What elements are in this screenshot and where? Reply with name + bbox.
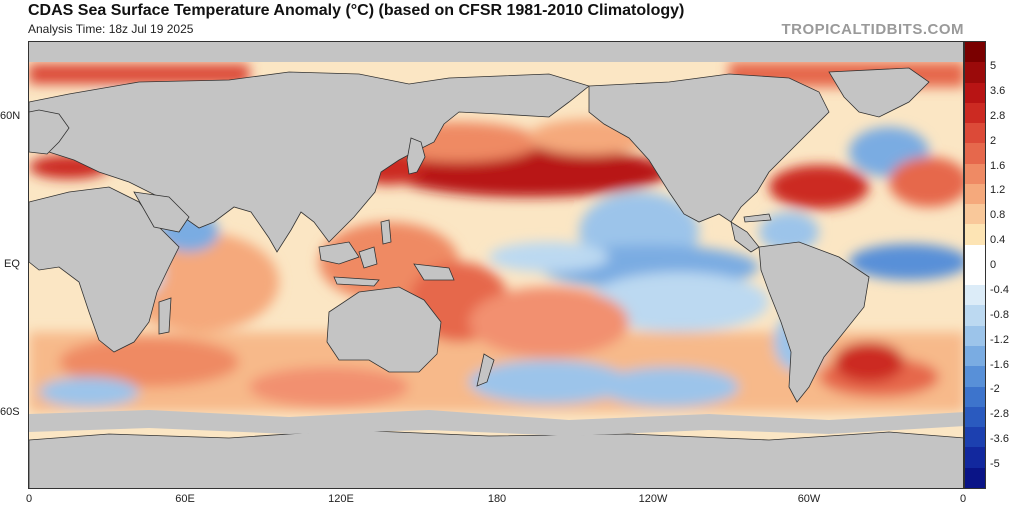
colorbar-swatch — [965, 427, 985, 448]
colorbar-swatch — [965, 183, 985, 205]
lon-label-120w: 120W — [638, 493, 668, 505]
watermark: TROPICALTIDBITS.COM — [781, 21, 964, 38]
colorbar-tick-label: -0.8 — [990, 308, 1009, 321]
colorbar-swatch — [965, 386, 985, 407]
colorbar-swatch — [965, 224, 985, 245]
colorbar-swatch — [965, 264, 985, 286]
colorbar-tick-label: -2 — [990, 383, 1000, 396]
colorbar-swatch — [965, 366, 985, 387]
colorbar-tick-label: -3.6 — [990, 433, 1009, 446]
colorbar-tick-label: 3.6 — [990, 84, 1006, 97]
lon-label-180: 180 — [487, 493, 507, 505]
map-title: CDAS Sea Surface Temperature Anomaly (°C… — [28, 2, 685, 19]
colorbar-swatch — [965, 305, 985, 326]
colorbar-swatch — [965, 143, 985, 164]
colorbar-swatch — [965, 345, 985, 367]
colorbar-swatch — [965, 244, 985, 265]
lat-label-60n: 60N — [0, 110, 21, 122]
colorbar-tick-label: -2.8 — [990, 408, 1009, 421]
colorbar-tick-label: 1.2 — [990, 184, 1006, 197]
colorbar-swatch — [965, 285, 985, 306]
lon-label-120e: 120E — [328, 493, 354, 505]
colorbar-tick-label: -0.4 — [990, 283, 1009, 296]
colorbar-swatch — [965, 204, 985, 225]
colorbar — [964, 41, 986, 489]
lon-label-60w: 60W — [797, 493, 821, 505]
colorbar-swatch — [965, 467, 985, 488]
colorbar-tick-label: 2.8 — [990, 109, 1006, 122]
colorbar-tick-label: -1.2 — [990, 333, 1009, 346]
colorbar-swatch — [965, 123, 985, 144]
colorbar-swatch — [965, 42, 985, 63]
colorbar-swatch — [965, 62, 985, 83]
map-canvas — [29, 42, 963, 488]
colorbar-tick-label: 2 — [990, 134, 997, 147]
analysis-time: Analysis Time: 18z Jul 19 2025 — [28, 22, 194, 36]
sst-anomaly-map — [28, 41, 964, 489]
colorbar-swatch — [965, 406, 985, 428]
colorbar-tick-label: 0.8 — [990, 209, 1006, 222]
colorbar-tick-label: 0.4 — [990, 234, 1006, 247]
colorbar-tick-label: 5 — [990, 60, 997, 72]
colorbar-swatch — [965, 102, 985, 124]
land-masses — [29, 42, 963, 488]
lon-label-0-end: 0 — [959, 493, 967, 505]
colorbar-swatch — [965, 163, 985, 184]
colorbar-swatch — [965, 82, 985, 103]
colorbar-swatch — [965, 447, 985, 468]
colorbar-tick-label: -5 — [990, 458, 1000, 470]
lon-label-0: 0 — [25, 493, 33, 505]
colorbar-swatch — [965, 325, 985, 346]
lon-label-60e: 60E — [175, 493, 195, 505]
colorbar-tick-label: -1.6 — [990, 358, 1009, 371]
lat-label-eq: EQ — [4, 258, 20, 270]
colorbar-tick-label: 1.6 — [990, 159, 1006, 172]
colorbar-tick-label: 0 — [990, 259, 997, 271]
lat-label-60s: 60S — [0, 406, 20, 418]
